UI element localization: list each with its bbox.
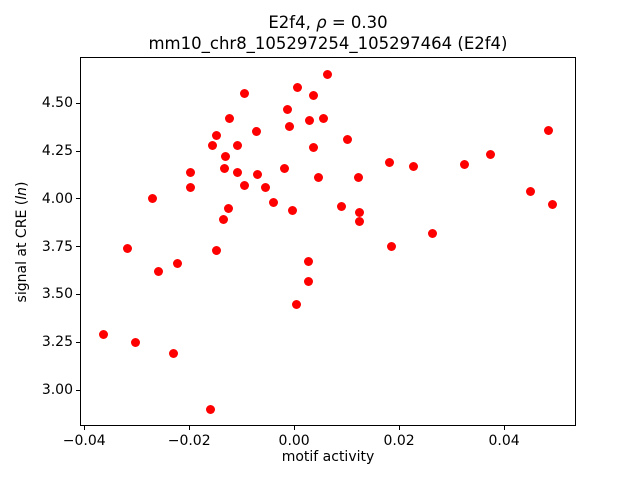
data-point	[147, 194, 157, 204]
data-point	[233, 167, 243, 177]
y-tick-mark	[76, 150, 80, 152]
data-point	[291, 299, 301, 309]
data-point	[459, 159, 469, 169]
data-point	[308, 91, 318, 101]
data-point	[251, 127, 261, 137]
data-point	[207, 140, 217, 150]
data-point	[354, 207, 364, 217]
data-point	[260, 182, 270, 192]
chart-subtitle: mm10_chr8_105297254_105297464 (E2f4)	[148, 34, 508, 53]
y-tick-label: 4.25	[41, 143, 73, 160]
title-correlation-value: = 0.30	[326, 13, 388, 32]
y-tick-label: 4.00	[41, 190, 73, 207]
data-point	[130, 337, 140, 347]
x-tick-mark	[83, 426, 85, 430]
y-tick-label: 3.25	[41, 334, 73, 351]
data-point	[305, 115, 315, 125]
data-point	[354, 217, 364, 227]
data-point	[337, 202, 347, 211]
data-point	[548, 200, 558, 210]
data-point	[239, 180, 249, 190]
y-tick-mark	[76, 341, 80, 343]
data-point	[223, 203, 233, 213]
chart-title: E2f4, ρ = 0.30	[80, 12, 576, 33]
x-axis-label: motif activity	[281, 449, 375, 465]
data-point	[168, 349, 178, 359]
data-point	[408, 161, 418, 171]
data-point	[386, 242, 396, 252]
data-point	[122, 244, 132, 254]
y-tick-label: 3.00	[41, 382, 73, 399]
data-point	[318, 114, 328, 124]
data-point	[543, 125, 553, 135]
data-point	[221, 152, 231, 162]
plot-area	[80, 57, 576, 426]
data-point	[384, 158, 394, 168]
data-point	[303, 276, 313, 286]
y-tick-mark	[76, 293, 80, 295]
data-point	[252, 169, 262, 179]
x-tick-mark	[188, 426, 190, 430]
data-point	[218, 215, 228, 225]
data-point	[279, 163, 289, 173]
data-point	[212, 245, 222, 255]
data-point	[282, 104, 292, 114]
data-point	[303, 257, 313, 267]
y-tick-label: 3.75	[41, 238, 73, 255]
data-point	[153, 267, 163, 277]
data-point	[292, 83, 302, 93]
data-point	[98, 330, 108, 340]
data-point	[205, 404, 215, 414]
data-point	[219, 163, 229, 173]
x-tick-mark	[398, 426, 400, 430]
y-tick-label: 4.50	[41, 95, 73, 112]
y-tick-mark	[76, 389, 80, 391]
data-point	[486, 150, 496, 160]
y-label-suffix: )	[14, 181, 30, 188]
data-point	[285, 121, 295, 131]
data-point	[268, 198, 278, 208]
data-point	[287, 205, 297, 215]
x-tick-mark	[293, 426, 295, 430]
title-rho-symbol: ρ	[316, 13, 327, 32]
chart-title-block: E2f4, ρ = 0.30 mm10_chr8_105297254_10529…	[80, 12, 576, 54]
y-tick-label: 3.50	[41, 286, 73, 303]
data-point	[185, 182, 195, 192]
data-point	[233, 140, 243, 150]
data-point	[212, 131, 222, 141]
y-tick-mark	[76, 246, 80, 248]
data-point	[525, 186, 535, 196]
data-point	[342, 135, 352, 145]
x-tick-label: 0.04	[488, 433, 520, 449]
data-point	[239, 89, 249, 99]
data-point	[427, 228, 437, 238]
data-point	[308, 142, 318, 152]
x-tick-label: 0.00	[278, 433, 310, 449]
data-point	[224, 114, 234, 124]
x-tick-label: −0.02	[167, 433, 211, 449]
data-point	[353, 173, 363, 183]
x-tick-label: 0.02	[383, 433, 415, 449]
title-prefix: E2f4,	[268, 13, 317, 32]
data-point	[172, 259, 182, 269]
x-tick-mark	[503, 426, 505, 430]
y-tick-mark	[76, 102, 80, 104]
data-point	[185, 167, 195, 177]
data-point	[322, 70, 332, 80]
x-tick-label: −0.04	[62, 433, 106, 449]
data-point	[313, 173, 323, 183]
y-tick-mark	[76, 198, 80, 200]
